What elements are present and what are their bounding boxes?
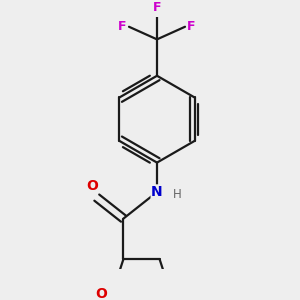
Text: F: F	[187, 20, 196, 33]
Text: O: O	[87, 179, 98, 194]
Text: O: O	[95, 287, 107, 300]
Text: F: F	[118, 20, 127, 33]
Text: N: N	[151, 185, 163, 199]
Text: F: F	[153, 1, 161, 14]
Text: H: H	[172, 188, 181, 201]
